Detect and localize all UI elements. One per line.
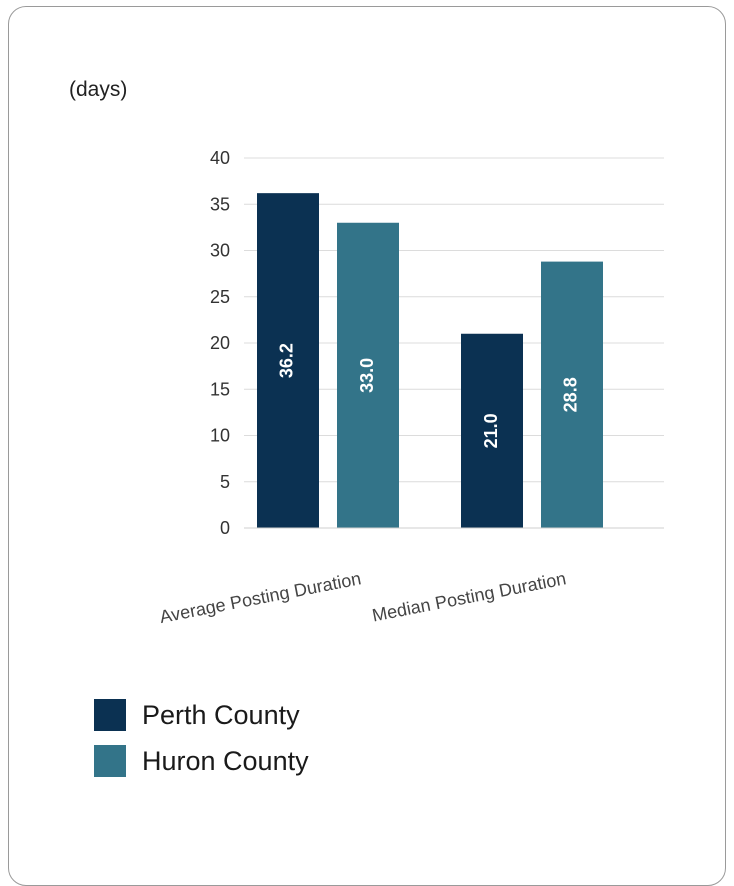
bar-data-label: 21.0 <box>481 413 501 448</box>
y-tick-label: 30 <box>210 241 230 261</box>
legend-swatch-huron <box>94 745 126 777</box>
bar-data-label: 28.8 <box>561 377 581 412</box>
bar <box>461 333 523 528</box>
y-unit-label: (days) <box>69 78 128 101</box>
bar-chart: 0 5 10 15 20 25 30 35 40 36.2 33.0 21.0 28.8 Average … <box>158 148 664 627</box>
legend-swatch-perth <box>94 699 126 731</box>
x-category-label: Average Posting Duration <box>158 568 363 627</box>
y-tick-label: 10 <box>210 426 230 446</box>
y-tick-label: 25 <box>210 287 230 307</box>
bar <box>257 193 319 528</box>
legend-label-huron: Huron County <box>142 745 309 776</box>
legend: Perth County Huron County <box>94 692 309 784</box>
y-tick-label: 35 <box>210 194 230 214</box>
y-tick-label: 15 <box>210 379 230 399</box>
y-tick-label: 20 <box>210 333 230 353</box>
bar <box>337 222 399 528</box>
legend-item-perth[interactable]: Perth County <box>94 692 309 738</box>
y-tick-label: 40 <box>210 148 230 168</box>
bar-data-label: 33.0 <box>357 358 377 393</box>
y-tick-label: 5 <box>220 472 230 492</box>
x-category-label: Median Posting Duration <box>370 568 567 625</box>
bar <box>541 261 603 528</box>
legend-item-huron[interactable]: Huron County <box>94 738 309 784</box>
y-tick-label: 0 <box>220 518 230 538</box>
legend-label-perth: Perth County <box>142 699 300 730</box>
bar-data-label: 36.2 <box>277 343 297 378</box>
